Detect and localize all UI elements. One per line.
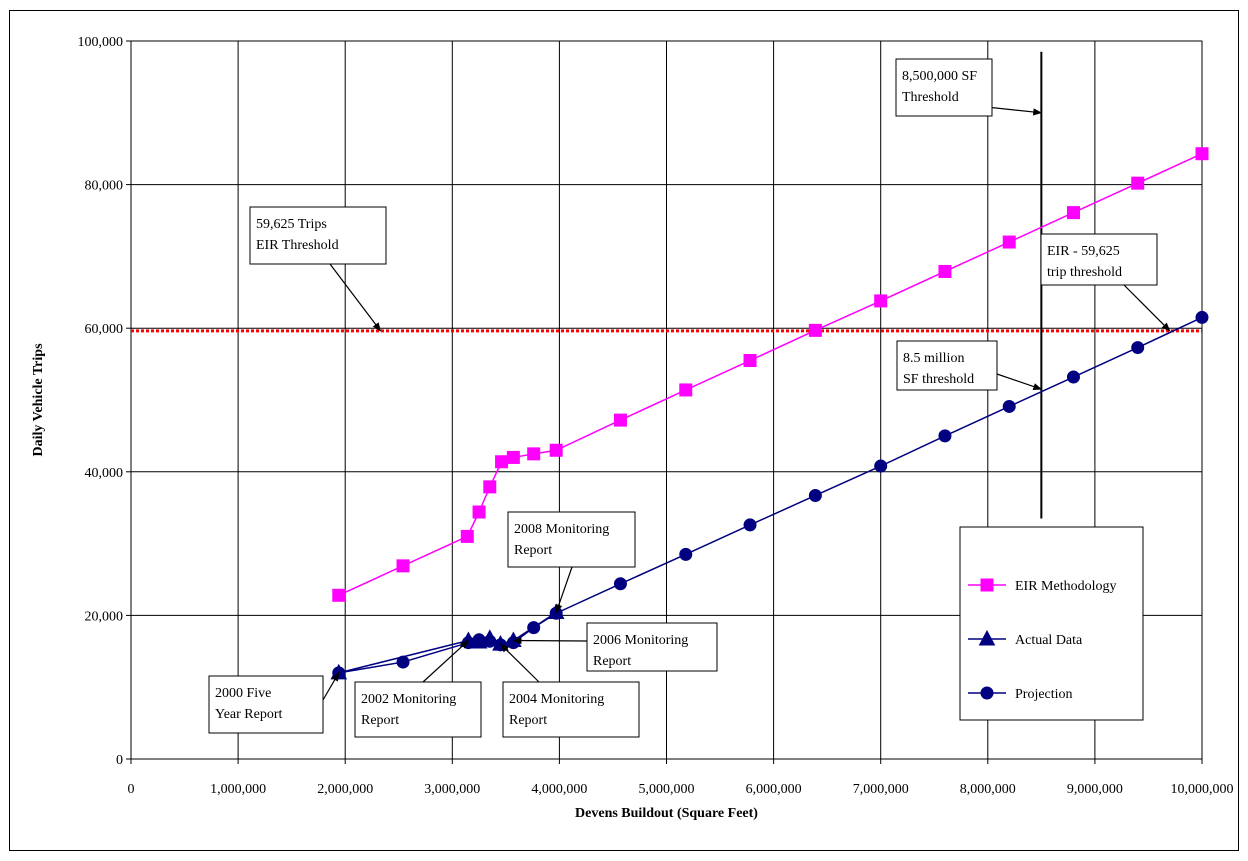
eir-methodology-point xyxy=(808,323,822,337)
y-tick-label: 40,000 xyxy=(85,466,124,481)
projection-point xyxy=(743,518,757,532)
eir-methodology-point xyxy=(472,505,486,519)
callout-arrow xyxy=(555,566,573,614)
callout-arrow xyxy=(329,263,382,332)
eir-methodology-point xyxy=(1002,235,1016,249)
projection-point xyxy=(679,547,693,561)
callout-box xyxy=(208,675,324,734)
y-tick-label: 20,000 xyxy=(85,609,124,624)
callout-text: 2004 Monitoring xyxy=(509,692,604,707)
callout-box xyxy=(249,206,387,265)
eir-methodology-point xyxy=(938,264,952,278)
x-tick-label: 1,000,000 xyxy=(210,782,266,797)
callout-text: SF threshold xyxy=(903,372,974,387)
eir-methodology-point xyxy=(549,443,563,457)
eir-methodology-point xyxy=(495,455,509,469)
callout-box xyxy=(354,681,482,738)
eir-methodology-point xyxy=(1131,176,1145,190)
x-tick-label: 0 xyxy=(128,782,135,797)
y-tick-label: 0 xyxy=(116,753,123,768)
callout-text: Report xyxy=(514,543,552,558)
callout-text: Report xyxy=(509,713,547,728)
callout-text: 2000 Five xyxy=(215,686,271,701)
callout-text: EIR - 59,625 xyxy=(1047,244,1120,259)
x-tick-label: 2,000,000 xyxy=(317,782,373,797)
callout-text: 2006 Monitoring xyxy=(593,633,688,648)
callout-text: EIR Threshold xyxy=(256,238,339,253)
x-tick-label: 8,000,000 xyxy=(960,782,1016,797)
x-tick-label: 6,000,000 xyxy=(746,782,802,797)
callout-arrow xyxy=(322,672,340,701)
x-tick-label: 4,000,000 xyxy=(531,782,587,797)
chart-frame xyxy=(9,10,1239,851)
eir-methodology-point xyxy=(396,559,410,573)
callout-text: trip threshold xyxy=(1047,265,1122,280)
eir-methodology-point xyxy=(874,294,888,308)
callout-text: 8.5 million xyxy=(903,351,964,366)
y-tick-label: 100,000 xyxy=(78,35,124,50)
eir-methodology-point xyxy=(460,529,474,543)
legend-label: EIR Methodology xyxy=(1015,579,1117,594)
eir-methodology-point xyxy=(1066,206,1080,220)
y-tick-label: 60,000 xyxy=(85,322,124,337)
legend-label: Projection xyxy=(1015,687,1073,702)
callout-text: Report xyxy=(593,654,631,669)
x-tick-label: 3,000,000 xyxy=(424,782,480,797)
callout-text: Threshold xyxy=(902,90,959,105)
x-tick-label: 5,000,000 xyxy=(639,782,695,797)
projection-point xyxy=(808,488,822,502)
projection-point xyxy=(1195,310,1209,324)
eir-methodology-point xyxy=(743,354,757,368)
callout-arrow xyxy=(422,639,470,683)
eir-methodology-point xyxy=(1195,147,1209,161)
eir-methodology-point xyxy=(506,450,520,464)
callout-arrow xyxy=(1123,284,1171,332)
legend-marker xyxy=(980,686,994,700)
callout-text: 8,500,000 SF xyxy=(902,69,977,84)
callout-arrow xyxy=(499,643,540,683)
eir-methodology-point xyxy=(679,383,693,397)
legend-marker xyxy=(980,578,994,592)
projection-point xyxy=(527,621,541,635)
callout-text: 2008 Monitoring xyxy=(514,522,609,537)
callout-box xyxy=(507,511,636,568)
projection-point xyxy=(938,429,952,443)
callout-box xyxy=(896,340,998,391)
x-tick-label: 7,000,000 xyxy=(853,782,909,797)
x-tick-label: 9,000,000 xyxy=(1067,782,1123,797)
y-axis-title: Daily Vehicle Trips xyxy=(31,343,46,457)
eir-methodology-point xyxy=(527,447,541,461)
legend-marker xyxy=(978,629,996,646)
projection-point xyxy=(1002,399,1016,413)
callout-box xyxy=(1040,233,1158,286)
projection-point xyxy=(874,459,888,473)
callout-arrow xyxy=(996,373,1043,391)
eir-methodology-point xyxy=(483,480,497,494)
eir-methodology-point xyxy=(332,588,346,602)
legend-label: Actual Data xyxy=(1015,633,1083,648)
callout-box xyxy=(502,681,640,738)
x-axis-title: Devens Buildout (Square Feet) xyxy=(575,806,758,821)
eir-methodology-point xyxy=(613,413,627,427)
actual-data-point xyxy=(481,629,499,645)
projection-point xyxy=(396,655,410,669)
callout-text: 59,625 Trips xyxy=(256,217,327,232)
callout-text: 2002 Monitoring xyxy=(361,692,456,707)
x-tick-label: 10,000,000 xyxy=(1171,782,1234,797)
projection-point xyxy=(1131,341,1145,355)
projection-point xyxy=(613,577,627,591)
projection-point xyxy=(1066,370,1080,384)
y-tick-label: 80,000 xyxy=(85,179,124,194)
callout-box xyxy=(586,622,718,672)
callout-text: Year Report xyxy=(215,707,283,722)
callout-text: Report xyxy=(361,713,399,728)
callout-box xyxy=(895,58,993,117)
